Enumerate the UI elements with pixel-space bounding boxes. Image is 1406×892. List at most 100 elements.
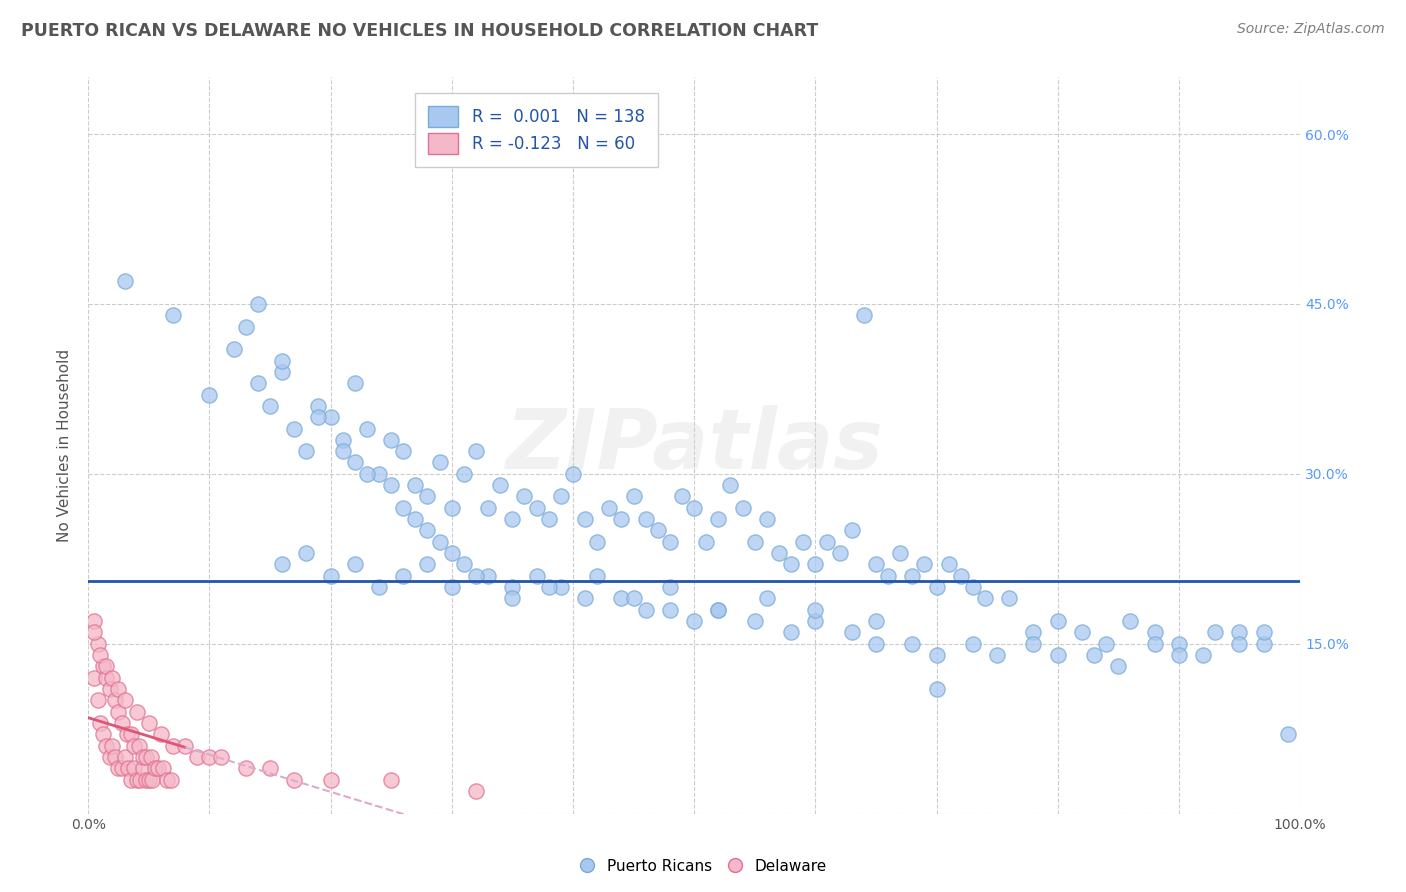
Point <box>138 772 160 787</box>
Point <box>156 772 179 787</box>
Point <box>271 558 294 572</box>
Point <box>91 727 114 741</box>
Point <box>125 705 148 719</box>
Y-axis label: No Vehicles in Household: No Vehicles in Household <box>58 349 72 542</box>
Point <box>368 467 391 481</box>
Point <box>98 750 121 764</box>
Point <box>392 568 415 582</box>
Point <box>453 467 475 481</box>
Point <box>129 772 152 787</box>
Point <box>1253 625 1275 640</box>
Point <box>647 524 669 538</box>
Point <box>962 637 984 651</box>
Point <box>211 750 233 764</box>
Point <box>125 772 148 787</box>
Point <box>586 568 609 582</box>
Point <box>162 308 184 322</box>
Point <box>574 512 596 526</box>
Point <box>912 558 935 572</box>
Point <box>404 478 426 492</box>
Point <box>744 614 766 628</box>
Point <box>131 761 153 775</box>
Point <box>550 580 572 594</box>
Point <box>356 421 378 435</box>
Point <box>114 274 136 288</box>
Point <box>610 512 633 526</box>
Point <box>96 739 118 753</box>
Point <box>343 455 366 469</box>
Point <box>1107 659 1129 673</box>
Point <box>731 500 754 515</box>
Point <box>925 580 948 594</box>
Point <box>707 603 730 617</box>
Point <box>1204 625 1226 640</box>
Point <box>1046 614 1069 628</box>
Point <box>986 648 1008 662</box>
Point <box>901 637 924 651</box>
Point <box>101 739 124 753</box>
Point <box>815 534 838 549</box>
Point <box>162 739 184 753</box>
Point <box>1229 637 1251 651</box>
Point <box>115 727 138 741</box>
Point <box>658 580 681 594</box>
Point <box>235 761 257 775</box>
Text: PUERTO RICAN VS DELAWARE NO VEHICLES IN HOUSEHOLD CORRELATION CHART: PUERTO RICAN VS DELAWARE NO VEHICLES IN … <box>21 22 818 40</box>
Point <box>489 478 512 492</box>
Point <box>938 558 960 572</box>
Point <box>877 568 900 582</box>
Point <box>513 490 536 504</box>
Point <box>380 478 402 492</box>
Point <box>501 580 523 594</box>
Point <box>416 490 439 504</box>
Point <box>1071 625 1094 640</box>
Point <box>174 739 197 753</box>
Point <box>440 500 463 515</box>
Legend: Puerto Ricans, Delaware: Puerto Ricans, Delaware <box>574 853 832 880</box>
Point <box>83 625 105 640</box>
Point <box>246 297 269 311</box>
Point <box>901 568 924 582</box>
Point <box>83 671 105 685</box>
Point <box>143 761 166 775</box>
Point <box>104 750 127 764</box>
Point <box>128 739 150 753</box>
Point <box>96 659 118 673</box>
Point <box>149 727 172 741</box>
Point <box>96 671 118 685</box>
Point <box>114 750 136 764</box>
Point <box>465 568 488 582</box>
Point <box>440 580 463 594</box>
Point <box>392 444 415 458</box>
Point <box>404 512 426 526</box>
Point <box>198 387 221 401</box>
Point <box>319 568 342 582</box>
Point <box>610 591 633 606</box>
Point <box>114 693 136 707</box>
Point <box>755 512 778 526</box>
Point <box>658 534 681 549</box>
Point <box>259 399 281 413</box>
Point <box>925 681 948 696</box>
Point <box>332 444 354 458</box>
Point <box>1143 637 1166 651</box>
Point <box>501 591 523 606</box>
Point <box>683 614 706 628</box>
Point <box>246 376 269 391</box>
Point <box>120 772 142 787</box>
Point <box>152 761 174 775</box>
Point <box>828 546 851 560</box>
Point <box>598 500 620 515</box>
Point <box>135 772 157 787</box>
Point <box>186 750 208 764</box>
Point <box>889 546 911 560</box>
Point <box>658 603 681 617</box>
Point <box>138 715 160 730</box>
Point <box>634 512 657 526</box>
Point <box>440 546 463 560</box>
Point <box>319 772 342 787</box>
Point <box>707 512 730 526</box>
Point <box>865 614 887 628</box>
Point <box>343 558 366 572</box>
Point <box>561 467 583 481</box>
